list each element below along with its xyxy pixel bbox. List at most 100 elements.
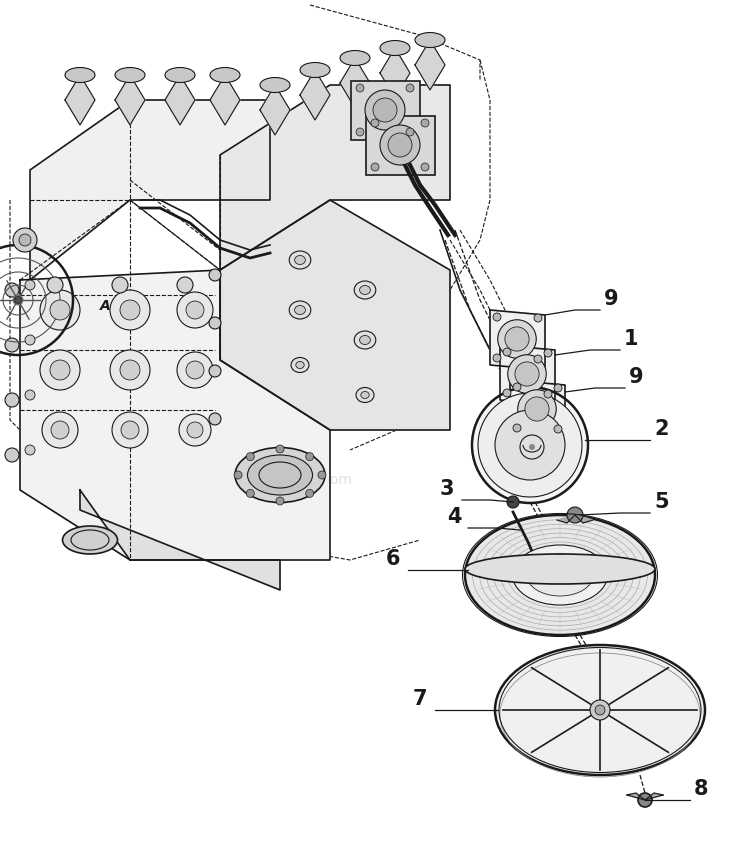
Ellipse shape [291,357,309,373]
Ellipse shape [340,51,370,66]
Circle shape [5,283,19,297]
Polygon shape [115,75,145,125]
Circle shape [421,119,429,127]
Circle shape [110,350,150,390]
Circle shape [380,125,420,165]
Circle shape [186,301,204,319]
Circle shape [534,355,542,363]
Circle shape [50,300,70,320]
Circle shape [567,507,583,523]
Circle shape [25,335,35,345]
Ellipse shape [354,331,376,349]
Circle shape [120,360,140,380]
Ellipse shape [495,645,705,775]
Text: 7: 7 [413,689,428,709]
Circle shape [544,349,552,357]
Circle shape [554,425,562,433]
Ellipse shape [300,62,330,78]
Ellipse shape [165,67,195,83]
Circle shape [503,348,511,356]
Text: 1: 1 [624,329,638,349]
Circle shape [209,413,221,425]
Polygon shape [220,85,450,270]
Circle shape [209,365,221,377]
Ellipse shape [260,78,290,93]
Ellipse shape [295,305,305,314]
Ellipse shape [526,554,593,596]
Ellipse shape [356,388,374,402]
Circle shape [177,277,193,293]
Circle shape [186,361,204,379]
Circle shape [505,327,529,351]
Circle shape [493,313,501,321]
Circle shape [276,445,284,453]
Circle shape [306,490,314,497]
Ellipse shape [290,251,310,269]
Circle shape [365,90,405,130]
Ellipse shape [415,33,445,47]
Circle shape [51,421,69,439]
Circle shape [276,497,284,505]
Polygon shape [510,380,565,440]
Circle shape [47,277,63,293]
Ellipse shape [512,545,608,605]
Polygon shape [80,490,280,590]
Circle shape [42,412,78,448]
Circle shape [534,314,542,322]
Polygon shape [500,345,555,405]
Polygon shape [210,75,240,125]
Ellipse shape [296,362,304,368]
Polygon shape [490,310,545,370]
Circle shape [638,793,652,807]
Circle shape [508,355,546,393]
Circle shape [306,453,314,460]
Circle shape [590,700,610,720]
Circle shape [421,163,429,171]
Text: 6: 6 [386,549,400,569]
Text: equipmentParts.com: equipmentParts.com [208,473,352,487]
Circle shape [513,383,521,391]
Text: A: A [100,299,111,313]
Circle shape [495,410,565,480]
Circle shape [50,360,70,380]
Circle shape [513,424,521,432]
Polygon shape [340,58,370,108]
Ellipse shape [290,301,310,319]
Ellipse shape [465,554,655,584]
Circle shape [19,234,31,246]
Circle shape [5,393,19,407]
Circle shape [187,422,203,438]
Circle shape [503,389,511,397]
Ellipse shape [235,448,325,502]
Polygon shape [260,85,290,135]
Polygon shape [220,200,450,430]
FancyBboxPatch shape [351,81,420,140]
Circle shape [25,280,35,290]
Circle shape [515,362,539,386]
Circle shape [177,292,213,328]
Circle shape [371,163,379,171]
Circle shape [554,384,562,392]
Circle shape [112,412,148,448]
Circle shape [13,295,23,305]
Circle shape [478,393,582,497]
Polygon shape [645,793,663,800]
Ellipse shape [248,455,313,495]
Ellipse shape [115,67,145,83]
Circle shape [40,350,80,390]
Circle shape [544,390,552,398]
Ellipse shape [380,40,410,56]
Circle shape [507,496,519,508]
Circle shape [179,414,211,446]
Circle shape [177,352,213,388]
Text: 3: 3 [440,479,454,499]
Circle shape [595,705,605,715]
Circle shape [371,119,379,127]
Circle shape [525,397,549,422]
Circle shape [356,128,364,136]
Ellipse shape [361,391,369,399]
Circle shape [121,421,139,439]
Text: 5: 5 [654,492,669,512]
Ellipse shape [65,67,95,83]
Text: 9: 9 [629,367,644,387]
